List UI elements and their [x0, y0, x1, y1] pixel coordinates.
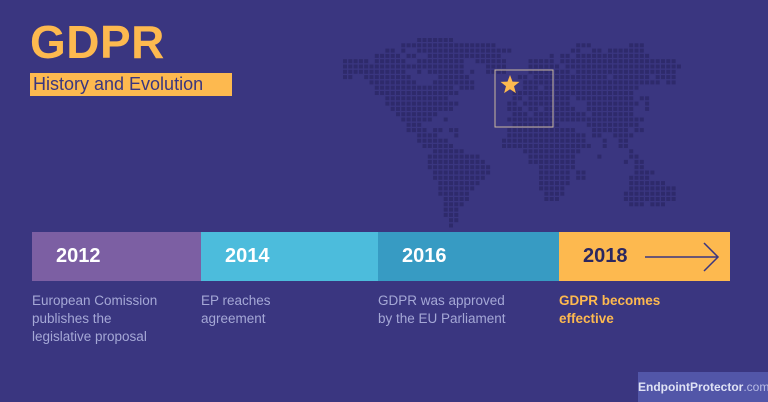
description-line: GDPR becomes	[559, 293, 661, 308]
description-line: GDPR was approved	[378, 293, 505, 308]
brand-domain: .com	[743, 380, 768, 394]
description-line: legislative proposal	[32, 329, 147, 344]
year-label: 2018	[583, 245, 628, 267]
page-subtitle: History and Evolution	[30, 73, 232, 96]
timeline-description-2012: European Comission publishes the legislati…	[32, 292, 207, 346]
year-label: 2014	[225, 245, 270, 267]
timeline-segment-2016: 2016	[378, 232, 559, 281]
timeline-segment-2018: 2018	[559, 232, 730, 281]
arrow-right-icon	[645, 242, 720, 272]
brand-badge[interactable]: EndpointProtector.com	[638, 372, 768, 402]
timeline-bar: 2012 2014 2016 2018	[32, 232, 730, 281]
description-line: European Comission	[32, 293, 158, 308]
brand-name: EndpointProtector	[638, 380, 744, 394]
timeline-segment-2012: 2012	[32, 232, 201, 281]
timeline-description-2018: GDPR becomes effective	[559, 292, 734, 328]
description-line: effective	[559, 311, 614, 326]
star-icon	[500, 75, 520, 94]
timeline-segment-2014: 2014	[201, 232, 378, 281]
page-title: GDPR	[30, 16, 165, 68]
description-line: by the EU Parliament	[378, 311, 506, 326]
timeline-description-2016: GDPR was approved by the EU Parliament	[378, 292, 553, 328]
description-line: EP reaches	[201, 293, 271, 308]
europe-highlight-box	[494, 69, 554, 128]
description-line: publishes the	[32, 311, 112, 326]
year-label: 2012	[56, 245, 101, 267]
description-line: agreement	[201, 311, 266, 326]
timeline-description-2014: EP reaches agreement	[201, 292, 376, 328]
year-label: 2016	[402, 245, 447, 267]
